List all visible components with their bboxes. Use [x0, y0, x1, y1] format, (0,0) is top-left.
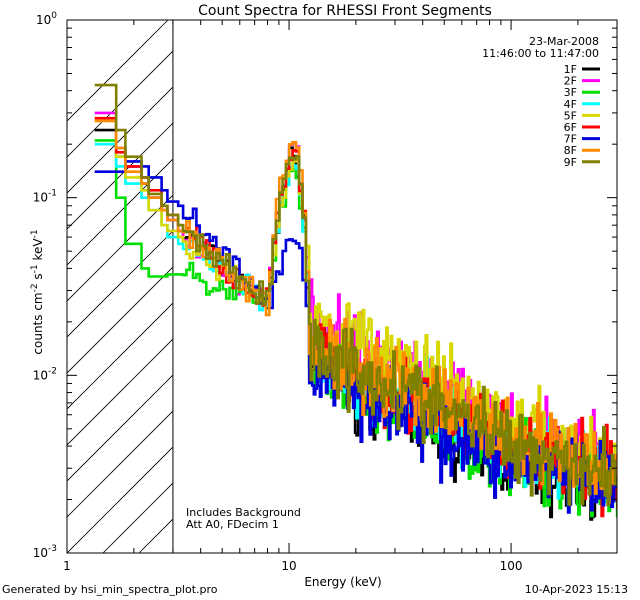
hatch-line: [67, 302, 173, 410]
y-label-unit: keV: [31, 238, 45, 265]
hatch-line: [67, 230, 173, 338]
legend-label-5F: 5F: [564, 109, 577, 122]
y-tick-exp: 0: [51, 11, 57, 21]
legend-label-8F: 8F: [564, 144, 577, 157]
y-tick-base: 10: [33, 546, 48, 560]
plot-frame: [66, 19, 618, 554]
legend-label-2F: 2F: [564, 75, 577, 88]
hatch-line: [67, 194, 173, 302]
legend-time-range: 11:46:00 to 11:47:00: [482, 47, 599, 60]
y-tick-exp: -3: [48, 544, 57, 554]
y-tick-base: 10: [36, 13, 51, 27]
y-tick-exp: -1: [48, 189, 57, 199]
y-label-exp3: -1: [30, 229, 40, 238]
y-tick-base: 10: [33, 368, 48, 382]
hatch-line: [67, 266, 173, 374]
legend-label-3F: 3F: [564, 86, 577, 99]
y-axis-label: counts cm-2 s-1 keV-1: [30, 229, 45, 354]
legend-label-6F: 6F: [564, 121, 577, 134]
series-lines: [94, 83, 617, 521]
annotation-attenuator: Att A0, FDecim 1: [186, 518, 279, 531]
y-tick-label: 100: [36, 11, 57, 27]
y-label-mid: s: [31, 273, 45, 283]
annotation-background: Includes Background: [186, 506, 301, 519]
x-tick-label: 10: [281, 559, 296, 573]
y-tick-label: 10-1: [33, 189, 57, 205]
hatch-line: [67, 374, 173, 482]
y-tick-label: 10-3: [33, 544, 57, 560]
legend-label-9F: 9F: [564, 156, 577, 169]
legend-label-7F: 7F: [564, 133, 577, 146]
legend-date: 23-Mar-2008: [529, 35, 599, 48]
axis-ticks: [66, 19, 618, 554]
x-tick-label: 1: [63, 559, 71, 573]
hatch-line: [67, 158, 173, 266]
y-label-exp2: -1: [30, 264, 40, 273]
legend-label-4F: 4F: [564, 98, 577, 111]
x-axis-label: Energy (keV): [304, 575, 381, 589]
y-tick-base: 10: [33, 191, 48, 205]
y-label-base: counts cm: [31, 292, 45, 354]
y-tick-exp: -2: [48, 366, 57, 376]
y-tick-label: 10-2: [33, 366, 57, 382]
x-tick-labels: 1 10 100: [63, 559, 522, 573]
hatch-line: [67, 86, 173, 194]
x-tick-label: 100: [500, 559, 523, 573]
hatch-line: [67, 20, 169, 122]
footer-timestamp: 10-Apr-2023 15:13: [524, 583, 628, 596]
y-label-exp1: -2: [30, 283, 40, 292]
chart-title: Count Spectra for RHESSI Front Segments: [198, 3, 492, 19]
legend-label-1F: 1F: [564, 63, 577, 76]
hatch-line: [67, 446, 173, 553]
series-line-9F: [94, 83, 617, 507]
footer-generated-by: Generated by hsi_min_spectra_plot.pro: [2, 583, 218, 596]
hatch-line: [67, 410, 173, 518]
